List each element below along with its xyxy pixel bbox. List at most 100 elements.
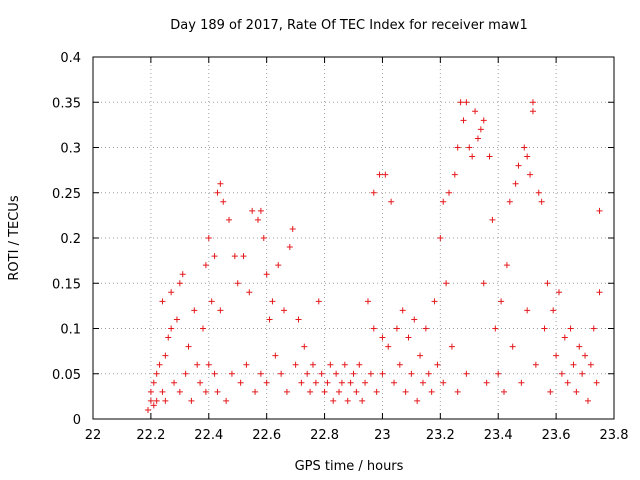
data-point [579, 370, 586, 377]
data-point [356, 361, 363, 368]
data-point [558, 370, 565, 377]
data-point [498, 298, 505, 305]
data-point [254, 216, 261, 223]
data-point [237, 379, 244, 386]
data-point [535, 189, 542, 196]
data-point [399, 307, 406, 314]
data-point [263, 271, 270, 278]
data-point [529, 99, 536, 106]
data-point [359, 397, 366, 404]
data-point [393, 325, 400, 332]
data-point [292, 361, 299, 368]
data-point [144, 406, 151, 413]
data-point [518, 379, 525, 386]
data-point [272, 352, 279, 359]
data-point [576, 343, 583, 350]
x-axis-label: GPS time / hours [295, 459, 404, 474]
data-point [501, 388, 508, 395]
x-tick-label: 23.4 [484, 428, 513, 443]
data-point [454, 388, 461, 395]
data-point [593, 379, 600, 386]
data-point [159, 298, 166, 305]
data-point [347, 379, 354, 386]
data-point [202, 388, 209, 395]
data-point [480, 117, 487, 124]
data-point [417, 352, 424, 359]
data-point [150, 402, 157, 409]
data-point [344, 397, 351, 404]
data-point [367, 370, 374, 377]
data-point [205, 361, 212, 368]
data-point [362, 379, 369, 386]
data-point [480, 280, 487, 287]
data-point [567, 325, 574, 332]
y-tick-label: 0 [73, 413, 81, 428]
x-tick-label: 23.2 [426, 428, 455, 443]
data-point [283, 388, 290, 395]
data-point [596, 289, 603, 296]
y-tick-label: 0.15 [52, 277, 81, 292]
data-point [281, 307, 288, 314]
x-tick-label: 23.6 [542, 428, 571, 443]
data-point [257, 370, 264, 377]
y-tick-label: 0.05 [52, 368, 81, 383]
data-point [336, 388, 343, 395]
data-point [252, 388, 259, 395]
data-point [521, 144, 528, 151]
data-point [596, 207, 603, 214]
data-point [321, 388, 328, 395]
data-point [440, 198, 447, 205]
data-point [176, 388, 183, 395]
data-point [353, 388, 360, 395]
data-point [350, 370, 357, 377]
data-point [573, 388, 580, 395]
data-point [338, 379, 345, 386]
data-point [179, 271, 186, 278]
data-point [414, 397, 421, 404]
data-point [341, 361, 348, 368]
data-point [223, 397, 230, 404]
data-point [582, 352, 589, 359]
data-point [509, 343, 516, 350]
data-point [208, 298, 215, 305]
data-point [171, 379, 178, 386]
data-point [472, 108, 479, 115]
data-point [529, 108, 536, 115]
data-point [304, 370, 311, 377]
data-point [153, 370, 160, 377]
data-point [176, 280, 183, 287]
data-point [422, 325, 429, 332]
data-point [275, 262, 282, 269]
x-tick-label: 23 [374, 428, 391, 443]
data-point [220, 198, 227, 205]
data-point [324, 379, 331, 386]
data-point [182, 370, 189, 377]
data-point [532, 361, 539, 368]
data-point [191, 307, 198, 314]
y-tick-label: 0.3 [60, 142, 81, 157]
y-tick-label: 0.25 [52, 187, 81, 202]
data-point [541, 325, 548, 332]
data-point [373, 388, 380, 395]
data-point [298, 379, 305, 386]
y-axis-label: ROTI / TECUs [7, 195, 22, 280]
data-point [257, 207, 264, 214]
data-point [370, 189, 377, 196]
data-point [382, 171, 389, 178]
data-points [144, 99, 603, 413]
data-point [214, 388, 221, 395]
data-point [234, 280, 241, 287]
data-point [495, 370, 502, 377]
data-point [550, 307, 557, 314]
data-point [544, 280, 551, 287]
x-tick-label: 22 [85, 428, 102, 443]
data-point [295, 316, 302, 323]
data-point [570, 361, 577, 368]
data-point [278, 370, 285, 377]
data-point [309, 361, 316, 368]
data-point [243, 361, 250, 368]
data-point [249, 207, 256, 214]
data-point [419, 379, 426, 386]
data-point [150, 379, 157, 386]
data-point [327, 361, 334, 368]
